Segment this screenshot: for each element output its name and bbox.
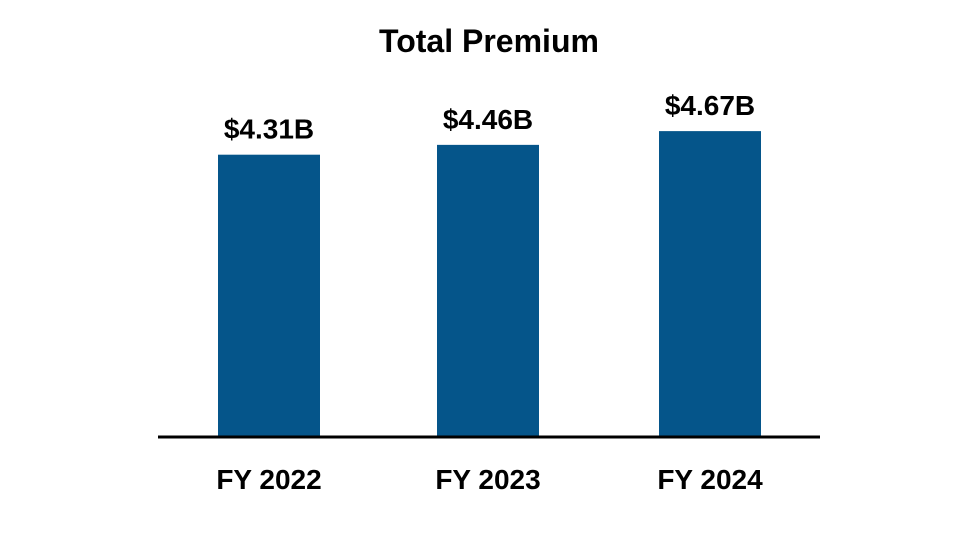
x-tick-label: FY 2023 [435,464,540,495]
data-label: $4.31B [224,114,314,145]
data-label: $4.46B [443,104,533,135]
bar-fy-2023 [437,144,539,437]
x-tick-label: FY 2022 [216,464,321,495]
x-tick-label: FY 2024 [657,464,763,495]
chart-title: Total Premium [379,23,599,59]
data-label: $4.67B [665,90,755,121]
bar-fy-2024 [659,131,761,438]
bar-fy-2022 [218,154,320,437]
